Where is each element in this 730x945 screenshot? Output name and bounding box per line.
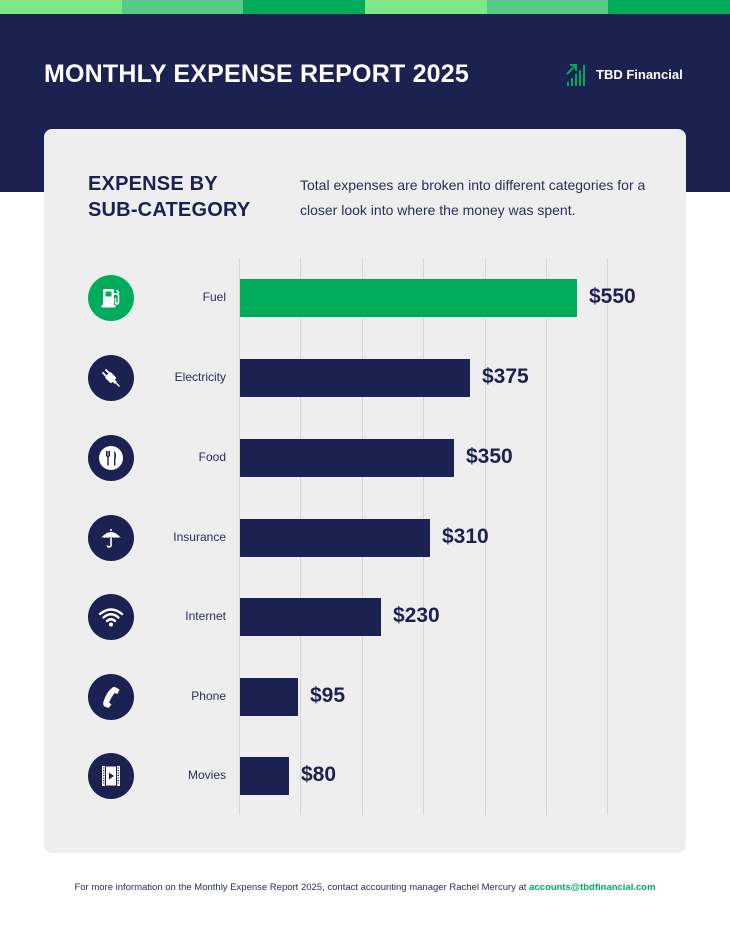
chart-row-insurance: Insurance $310 xyxy=(44,515,686,561)
bar-value-label: $310 xyxy=(442,525,489,548)
bar-value-label: $95 xyxy=(310,684,346,707)
bar xyxy=(240,279,577,317)
section-title-line2: SUB-CATEGORY xyxy=(88,199,251,221)
bar-value-label: $350 xyxy=(466,445,513,468)
category-label: Insurance xyxy=(173,530,226,544)
bar-chart: Fuel $550 Electricity $375 Food $350 Insurance… xyxy=(44,129,686,853)
stripe-segment xyxy=(486,0,609,14)
category-label: Movies xyxy=(187,768,226,782)
brand-logo: TBD Financial xyxy=(566,61,683,87)
stripe-segment xyxy=(0,0,122,14)
gridline xyxy=(607,258,609,815)
bar-value-label: $80 xyxy=(301,763,337,786)
category-label: Electricity xyxy=(174,370,226,384)
footer-note: For more information on the Monthly Expe… xyxy=(0,882,730,893)
stripe-segment xyxy=(121,0,244,14)
gridline xyxy=(546,258,547,815)
page-title: MONTHLY EXPENSE REPORT 2025 xyxy=(44,60,469,88)
fuel-pump-icon xyxy=(88,275,134,321)
bar xyxy=(240,678,298,716)
gridline xyxy=(484,258,486,815)
footer-text: For more information on the Monthly Expe… xyxy=(74,882,530,893)
bar-value-label: $375 xyxy=(482,365,529,388)
brand-name: TBD Financial xyxy=(596,66,683,82)
category-label: Fuel xyxy=(202,290,226,304)
section-description: Total expenses are broken into different… xyxy=(300,177,646,218)
phone-icon xyxy=(88,674,134,720)
chart-row-phone: Phone $95 xyxy=(44,674,686,720)
chart-row-internet: Internet $230 xyxy=(44,594,686,640)
chart-card: EXPENSE BY SUB-CATEGORY Total expenses a… xyxy=(44,129,686,853)
bar xyxy=(240,519,430,557)
section-title: EXPENSE BY SUB-CATEGORY xyxy=(88,171,250,223)
stripe-segment xyxy=(243,0,366,14)
bar xyxy=(240,757,289,795)
section-title-line1: EXPENSE BY xyxy=(88,173,218,195)
bar-value-label: $550 xyxy=(589,285,636,308)
film-icon xyxy=(88,753,134,799)
stripe-segment xyxy=(608,0,730,14)
chart-row-food: Food $350 xyxy=(44,435,686,481)
fork-knife-icon xyxy=(88,435,134,481)
electric-plug-icon xyxy=(88,355,134,401)
wifi-icon xyxy=(88,594,134,640)
bar-value-label: $230 xyxy=(393,604,440,627)
contact-email-link[interactable]: accounts@tbdfinancial.com xyxy=(529,882,656,893)
chart-row-electricity: Electricity $375 xyxy=(44,355,686,401)
category-label: Internet xyxy=(185,609,226,623)
chart-row-fuel: Fuel $550 xyxy=(44,275,686,321)
bar-chart-growth-icon xyxy=(566,64,585,86)
bar xyxy=(240,439,454,477)
chart-row-movies: Movies $80 xyxy=(44,753,686,799)
bar xyxy=(240,359,470,397)
bar xyxy=(240,598,381,636)
category-label: Phone xyxy=(191,689,226,703)
top-color-stripe xyxy=(0,0,730,14)
stripe-segment xyxy=(365,0,487,14)
category-label: Food xyxy=(198,450,226,464)
umbrella-icon xyxy=(88,515,134,561)
gridline xyxy=(239,258,240,815)
